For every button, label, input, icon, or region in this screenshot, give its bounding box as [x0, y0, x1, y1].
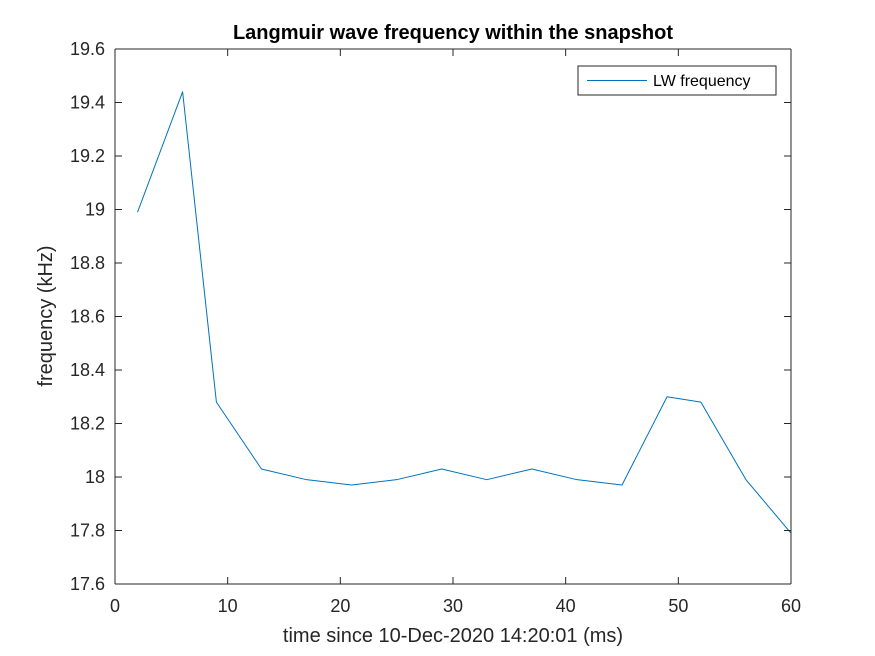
x-axis-title: time since 10-Dec-2020 14:20:01 (ms)	[283, 625, 623, 647]
x-tick-label: 10	[218, 596, 238, 616]
x-axis-ticks: 0 10 20 30 40 50 60	[110, 49, 801, 616]
y-tick-label: 17.6	[70, 574, 105, 594]
y-axis-title: frequency (kHz)	[35, 245, 57, 386]
y-tick-label: 18	[85, 467, 105, 487]
y-tick-label: 18.6	[70, 307, 105, 327]
series-layer	[137, 91, 792, 534]
chart-title: Langmuir wave frequency within the snaps…	[233, 22, 673, 44]
x-tick-label: 40	[556, 596, 576, 616]
x-tick-label: 30	[443, 596, 463, 616]
y-axis-ticks: 17.6 17.8 18 18.2 18.4 18.6 18.8 19 19.2 19.4 19.6	[70, 39, 791, 594]
y-tick-label: 19.6	[70, 39, 105, 59]
y-tick-label: 18.8	[70, 253, 105, 273]
x-tick-label: 60	[781, 596, 801, 616]
y-tick-label: 18.2	[70, 414, 105, 434]
y-tick-label: 19.2	[70, 146, 105, 166]
x-tick-label: 20	[330, 596, 350, 616]
y-tick-label: 19.4	[70, 93, 105, 113]
y-tick-label: 17.8	[70, 521, 105, 541]
series-line-lw-frequency	[137, 91, 792, 534]
x-tick-label: 0	[110, 596, 120, 616]
x-tick-label: 50	[668, 596, 688, 616]
legend: LW frequency	[577, 65, 777, 96]
plot-area	[115, 49, 791, 584]
legend-label: LW frequency	[653, 73, 751, 90]
y-tick-label: 19	[85, 200, 105, 220]
y-tick-label: 18.4	[70, 360, 105, 380]
